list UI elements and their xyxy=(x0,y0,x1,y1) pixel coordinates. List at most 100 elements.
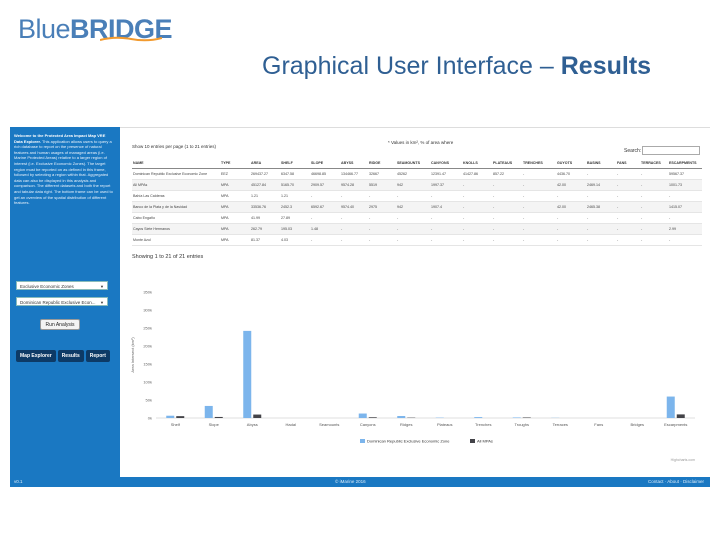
table-cell: - xyxy=(668,212,702,224)
table-cell: 942 xyxy=(396,201,430,213)
legend-swatch[interactable] xyxy=(360,439,365,443)
y-tick-label: 250k xyxy=(143,326,152,331)
bar-eez[interactable] xyxy=(474,417,483,418)
table-cell: MPA xyxy=(220,212,250,224)
column-header[interactable]: SLOPE xyxy=(310,158,340,169)
results-bar-chart: 0k 50k 100k 150k 200k 250k 300k 350k Area Inters… xyxy=(130,290,695,463)
table-cell: - xyxy=(522,223,556,235)
column-header[interactable]: ABYSS xyxy=(340,158,368,169)
table-cell: MPA xyxy=(220,201,250,213)
table-cell: - xyxy=(668,190,702,202)
bar-mpas[interactable] xyxy=(676,414,685,418)
tab-results[interactable]: Results xyxy=(57,350,84,362)
bar-mpas[interactable] xyxy=(522,417,531,418)
table-cell: - xyxy=(616,201,640,213)
table-cell: MPA xyxy=(220,179,250,191)
table-cell: - xyxy=(616,179,640,191)
table-cell: - xyxy=(522,168,556,180)
table-cell: 42.00 xyxy=(556,179,586,191)
bar-mpas[interactable] xyxy=(214,416,223,418)
column-header[interactable]: CANYONS xyxy=(430,158,462,169)
footer-copyright: © iMarine 2016 xyxy=(335,479,366,484)
table-cell: 41.99 xyxy=(250,212,280,224)
table-cell: 134466.77 xyxy=(340,168,368,180)
column-header[interactable]: RIDGE xyxy=(368,158,396,169)
y-tick-label: 300k xyxy=(143,308,152,313)
column-header[interactable]: TERRACES xyxy=(640,158,668,169)
table-cell: - xyxy=(640,179,668,191)
table-cell: - xyxy=(556,234,586,246)
tab-map-explorer[interactable]: Map Explorer xyxy=(16,350,56,362)
table-cell: - xyxy=(310,212,340,224)
bar-mpas[interactable] xyxy=(253,414,262,418)
table-cell: - xyxy=(640,190,668,202)
legend-label[interactable]: All MPAs xyxy=(477,439,493,444)
bar-eez[interactable] xyxy=(512,417,521,418)
table-cell: 32667 xyxy=(368,168,396,180)
table-cell: 2.99 xyxy=(668,223,702,235)
table-cell: 41427.86 xyxy=(462,168,492,180)
table-cell: - xyxy=(430,234,462,246)
table-cell: 33536.76 xyxy=(250,201,280,213)
table-cell: - xyxy=(616,234,640,246)
column-header[interactable]: AREA xyxy=(250,158,280,169)
app-footer: v0.1 © iMarine 2016 Contact · About · Di… xyxy=(10,477,710,487)
column-header[interactable]: KNOLLS xyxy=(462,158,492,169)
bar-eez[interactable] xyxy=(166,415,175,418)
run-analysis-button[interactable]: Run Analysis xyxy=(40,319,80,330)
bar-mpas[interactable] xyxy=(368,417,377,418)
column-header[interactable]: TRENCHES xyxy=(522,158,556,169)
bar-eez[interactable] xyxy=(666,396,675,418)
bar-mpas[interactable] xyxy=(176,416,185,418)
y-tick-label: 200k xyxy=(143,344,152,349)
table-cell: - xyxy=(430,190,462,202)
table-cell: 1415.07 xyxy=(668,201,702,213)
table-cell: All MPAs xyxy=(132,179,220,191)
table-cell: MPA xyxy=(220,234,250,246)
region-type-select[interactable]: Exclusive Economic Zones ▼ xyxy=(16,281,108,290)
column-header[interactable]: SHELF xyxy=(280,158,310,169)
bar-eez[interactable] xyxy=(397,416,406,418)
table-cell: 1907.4 xyxy=(430,201,462,213)
table-cell: - xyxy=(492,223,522,235)
tab-report[interactable]: Report xyxy=(85,350,110,362)
column-header[interactable]: PLATEAUS xyxy=(492,158,522,169)
table-cell: - xyxy=(310,234,340,246)
x-tick-label: Troughs xyxy=(514,422,529,427)
table-cell: - xyxy=(396,223,430,235)
table-cell: - xyxy=(492,234,522,246)
table-cell: - xyxy=(616,190,640,202)
table-cell: - xyxy=(396,190,430,202)
table-cell: 1997.37 xyxy=(430,179,462,191)
table-cell: 857.22 xyxy=(492,168,522,180)
region-select[interactable]: Dominican Republic Exclusive Econ... ▼ xyxy=(16,297,108,306)
chart-credit[interactable]: Highcharts.com xyxy=(671,458,695,462)
column-header[interactable]: TYPE xyxy=(220,158,250,169)
table-row: Banco de la Plata y de la Navidad MPA 3353… xyxy=(132,201,702,213)
table-cell: - xyxy=(430,212,462,224)
bar-eez[interactable] xyxy=(358,413,367,418)
table-length-control[interactable]: Show 10 entries per page (1 to 21 entrie… xyxy=(132,144,217,149)
slide-title: Graphical User Interface – Results xyxy=(262,52,651,81)
column-header[interactable]: SEAMOUNTS xyxy=(396,158,430,169)
table-cell: 2909.57 xyxy=(310,179,340,191)
column-header[interactable]: GUYOTS xyxy=(556,158,586,169)
table-body: Dominican Republic Exclusive Economic Zo… xyxy=(132,168,702,246)
column-header[interactable]: ESCARPMENTS xyxy=(668,158,702,169)
column-header[interactable]: FANS xyxy=(616,158,640,169)
x-tick-label: Canyons xyxy=(360,422,376,427)
legend-label[interactable]: Dominican Republic Exclusive Economic Zo… xyxy=(367,439,450,444)
table-cell: 5519 xyxy=(368,179,396,191)
table-cell: Cayos Siete Hermanos xyxy=(132,223,220,235)
column-header[interactable]: BASINS xyxy=(586,158,616,169)
footer-links[interactable]: Contact · About · Disclaimer xyxy=(647,479,704,484)
table-cell: - xyxy=(492,212,522,224)
search-input[interactable] xyxy=(642,146,700,155)
table-cell: - xyxy=(340,234,368,246)
intro-body: This application allows users to query a… xyxy=(14,138,113,206)
bar-eez[interactable] xyxy=(243,330,252,418)
column-header[interactable]: NAME xyxy=(132,158,220,169)
bar-eez[interactable] xyxy=(204,405,213,418)
y-axis-label: Area Intersect (km²) xyxy=(130,337,135,373)
legend-swatch[interactable] xyxy=(470,439,475,443)
